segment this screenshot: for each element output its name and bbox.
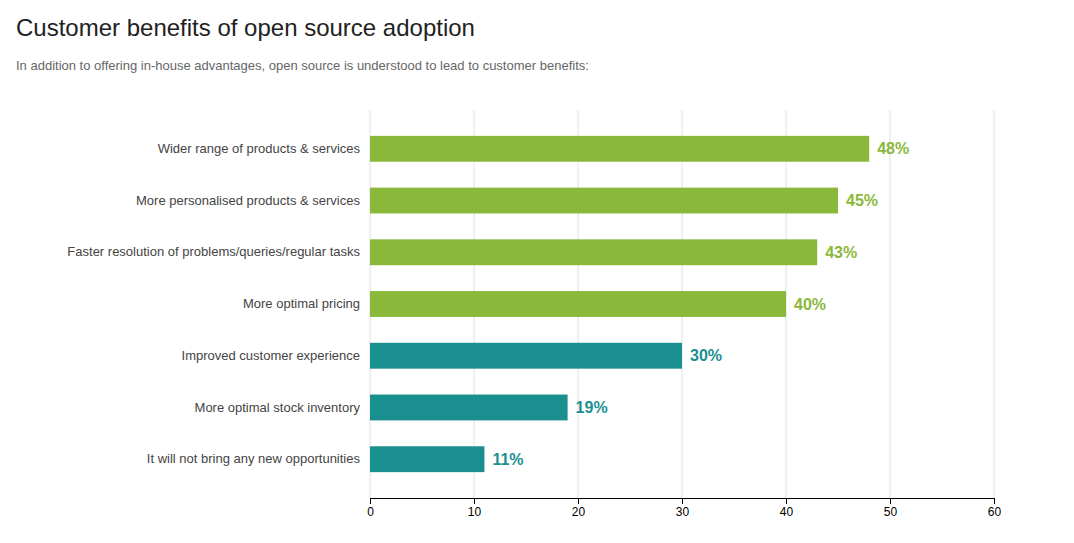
bar bbox=[370, 188, 838, 214]
data-label: 11% bbox=[492, 451, 523, 468]
category-tick: More optimal pricing bbox=[243, 296, 360, 311]
tick: 50 bbox=[884, 498, 898, 519]
tick-mark bbox=[474, 498, 475, 504]
category-tick: Wider range of products & services bbox=[158, 141, 361, 156]
tick: 30 bbox=[676, 498, 690, 519]
category-label: Faster resolution of problems/queries/re… bbox=[67, 244, 360, 259]
bars bbox=[370, 136, 869, 472]
tick: 40 bbox=[780, 498, 794, 519]
tick: 60 bbox=[988, 498, 1002, 519]
plot-area: 0 10 20 30 40 50 60 Wider range of products & s… bbox=[67, 110, 1001, 519]
tick: 10 bbox=[468, 498, 482, 519]
category-tick: Faster resolution of problems/queries/re… bbox=[67, 244, 360, 259]
tick-label: 30 bbox=[676, 505, 690, 519]
data-label: 40% bbox=[794, 296, 826, 313]
data-label: 30% bbox=[690, 347, 722, 364]
bar bbox=[370, 239, 817, 265]
x-axis: 0 10 20 30 40 50 60 bbox=[367, 498, 1001, 519]
tick-mark bbox=[578, 498, 579, 504]
tick-mark bbox=[370, 498, 371, 504]
data-label: 19% bbox=[576, 399, 608, 416]
subtitle: In addition to offering in-house advanta… bbox=[16, 58, 589, 73]
tick-label: 20 bbox=[572, 505, 586, 519]
data-labels: 48% 45% 43% 40% 30% 19% 11% bbox=[492, 140, 909, 467]
axis-line bbox=[371, 499, 995, 505]
category-tick: More personalised products & services bbox=[136, 193, 360, 208]
bar bbox=[370, 136, 869, 162]
tick-mark bbox=[786, 498, 787, 504]
grid-line bbox=[890, 110, 891, 498]
title: Customer benefits of open source adoptio… bbox=[16, 14, 475, 41]
tick: 20 bbox=[572, 498, 586, 519]
bar bbox=[370, 395, 568, 421]
tick: 0 bbox=[367, 498, 374, 519]
category-tick: Improved customer experience bbox=[182, 348, 360, 363]
category-label: More personalised products & services bbox=[136, 193, 360, 208]
category-label: More optimal pricing bbox=[243, 296, 360, 311]
tick-mark bbox=[682, 498, 683, 504]
bar bbox=[370, 446, 484, 472]
tick-label: 0 bbox=[367, 505, 374, 519]
category-label: Wider range of products & services bbox=[158, 141, 361, 156]
tick-label: 10 bbox=[468, 505, 482, 519]
data-label: 45% bbox=[846, 192, 878, 209]
tick-label: 60 bbox=[988, 505, 1002, 519]
grid-line bbox=[994, 110, 995, 498]
category-label: Improved customer experience bbox=[182, 348, 360, 363]
category-label: More optimal stock inventory bbox=[195, 400, 361, 415]
bar bbox=[370, 343, 682, 369]
chart-svg: Customer benefits of open source adoptio… bbox=[0, 0, 1074, 543]
category-tick: It will not bring any new opportunities bbox=[147, 451, 361, 466]
bar bbox=[370, 291, 786, 317]
category-tick: More optimal stock inventory bbox=[195, 400, 361, 415]
y-axis: Wider range of products & services More p… bbox=[67, 141, 360, 466]
tick-mark bbox=[994, 498, 995, 504]
data-label: 43% bbox=[825, 244, 857, 261]
category-label: It will not bring any new opportunities bbox=[147, 451, 361, 466]
data-label: 48% bbox=[877, 140, 909, 157]
grid bbox=[370, 110, 994, 498]
tick-mark bbox=[890, 498, 891, 504]
tick-label: 50 bbox=[884, 505, 898, 519]
tick-label: 40 bbox=[780, 505, 794, 519]
